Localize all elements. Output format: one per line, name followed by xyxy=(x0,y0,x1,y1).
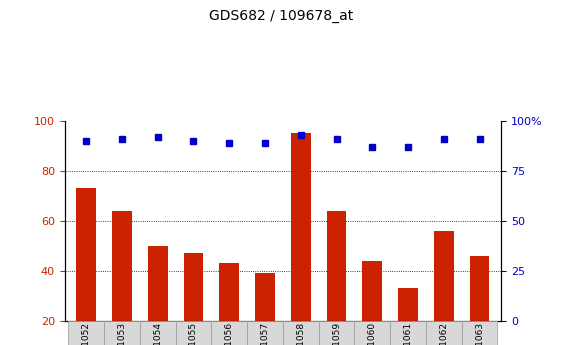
Text: GSM21060: GSM21060 xyxy=(368,322,377,345)
Bar xyxy=(291,133,311,321)
Bar xyxy=(247,321,283,345)
Bar xyxy=(462,321,498,345)
Text: GSM21056: GSM21056 xyxy=(225,322,234,345)
Bar xyxy=(77,188,96,321)
Bar xyxy=(140,321,176,345)
Bar xyxy=(398,288,418,321)
Bar xyxy=(355,321,390,345)
Bar xyxy=(112,211,132,321)
Text: GSM21055: GSM21055 xyxy=(189,322,198,345)
Bar xyxy=(327,211,346,321)
Bar xyxy=(283,321,319,345)
Bar xyxy=(390,321,426,345)
Bar xyxy=(211,321,247,345)
Text: GSM21058: GSM21058 xyxy=(296,322,305,345)
Bar xyxy=(68,321,104,345)
Text: GSM21052: GSM21052 xyxy=(82,322,91,345)
Text: GDS682 / 109678_at: GDS682 / 109678_at xyxy=(209,9,354,23)
Bar xyxy=(220,263,239,321)
Bar xyxy=(104,321,140,345)
Text: GSM21053: GSM21053 xyxy=(118,322,127,345)
Bar xyxy=(148,246,168,321)
Bar xyxy=(255,273,275,321)
Bar xyxy=(184,253,203,321)
Bar xyxy=(363,261,382,321)
Text: GSM21061: GSM21061 xyxy=(404,322,413,345)
Bar xyxy=(470,256,489,321)
Bar xyxy=(176,321,211,345)
Bar xyxy=(319,321,355,345)
Bar xyxy=(426,321,462,345)
Text: GSM21054: GSM21054 xyxy=(153,322,162,345)
Text: GSM21063: GSM21063 xyxy=(475,322,484,345)
Bar xyxy=(434,231,454,321)
Text: GSM21059: GSM21059 xyxy=(332,322,341,345)
Text: GSM21062: GSM21062 xyxy=(439,322,448,345)
Text: GSM21057: GSM21057 xyxy=(261,322,270,345)
